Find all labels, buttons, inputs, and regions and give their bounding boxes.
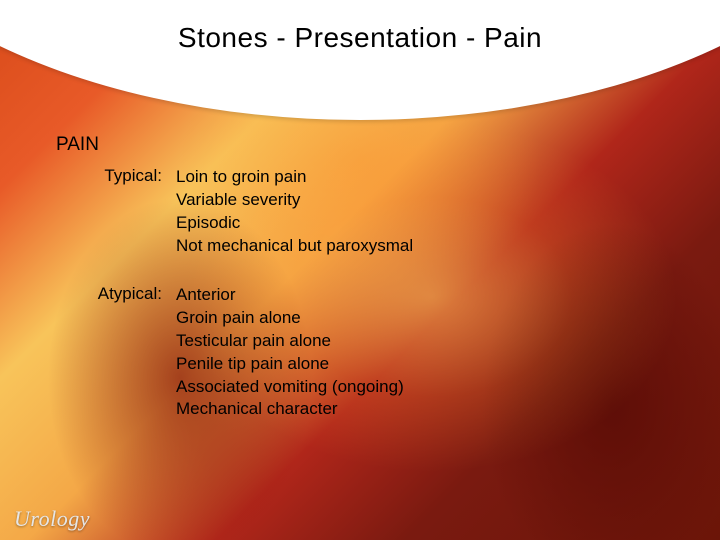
- list-item: Associated vomiting (ongoing): [176, 376, 680, 399]
- list-item: Loin to groin pain: [176, 166, 680, 189]
- footer-logo: Urology: [14, 506, 90, 532]
- group-label: Typical:: [56, 166, 176, 258]
- slide-title: Stones - Presentation - Pain: [0, 22, 720, 54]
- group-label: Atypical:: [56, 284, 176, 422]
- list-item: Not mechanical but paroxysmal: [176, 235, 680, 258]
- list-item: Groin pain alone: [176, 307, 680, 330]
- slide: Stones - Presentation - Pain PAIN Typica…: [0, 0, 720, 540]
- list-item: Episodic: [176, 212, 680, 235]
- list-item: Variable severity: [176, 189, 680, 212]
- list-item: Penile tip pain alone: [176, 353, 680, 376]
- section-heading: PAIN: [56, 134, 680, 156]
- content-area: PAIN Typical: Loin to groin pain Variabl…: [56, 134, 680, 447]
- list-item: Anterior: [176, 284, 680, 307]
- group-items: Anterior Groin pain alone Testicular pai…: [176, 284, 680, 422]
- group-typical: Typical: Loin to groin pain Variable sev…: [56, 166, 680, 258]
- list-item: Mechanical character: [176, 398, 680, 421]
- group-items: Loin to groin pain Variable severity Epi…: [176, 166, 680, 258]
- group-atypical: Atypical: Anterior Groin pain alone Test…: [56, 284, 680, 422]
- list-item: Testicular pain alone: [176, 330, 680, 353]
